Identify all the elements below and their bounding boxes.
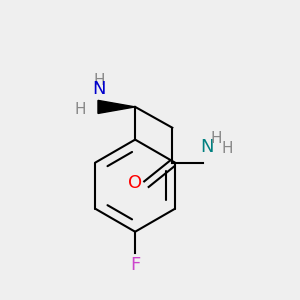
- Text: N: N: [200, 138, 214, 156]
- Text: N: N: [93, 80, 106, 98]
- Text: H: H: [94, 73, 105, 88]
- Text: F: F: [130, 256, 140, 274]
- Text: O: O: [128, 174, 142, 192]
- Text: H: H: [221, 141, 233, 156]
- Text: H: H: [211, 130, 222, 146]
- Polygon shape: [98, 100, 135, 113]
- Text: H: H: [75, 102, 86, 117]
